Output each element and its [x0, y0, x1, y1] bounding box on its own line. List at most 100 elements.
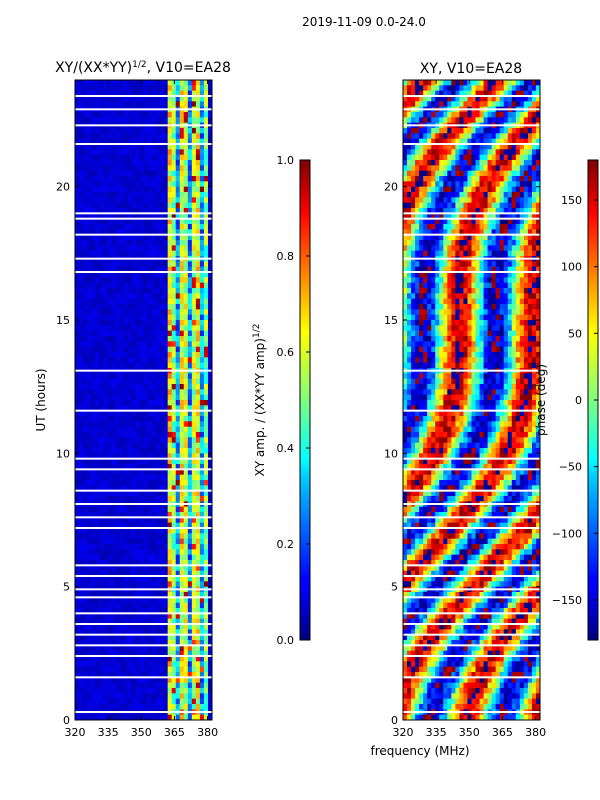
heatmap-cell [79, 218, 84, 225]
heatmap-cell [179, 533, 185, 539]
heatmap-cell [439, 197, 444, 203]
heatmap-cell [107, 410, 112, 417]
heatmap-cell [127, 581, 132, 587]
heatmap-cell [135, 528, 140, 534]
heatmap-cell [175, 282, 181, 289]
heatmap-cell [483, 112, 488, 118]
heatmap-cell [99, 421, 104, 427]
heatmap-cell [179, 490, 185, 497]
heatmap-cell [151, 656, 156, 662]
heatmap-cell [107, 512, 112, 518]
heatmap-cell [139, 213, 144, 219]
heatmap-cell [203, 485, 209, 491]
heatmap-cell [75, 453, 80, 459]
heatmap-cell [479, 154, 484, 161]
heatmap-cell [139, 154, 144, 161]
heatmap-cell [115, 698, 120, 705]
heatmap-cell [147, 208, 152, 214]
heatmap-cell [91, 688, 96, 694]
heatmap-cell [447, 176, 452, 182]
heatmap-cell [155, 261, 160, 267]
heatmap-cell [131, 618, 136, 625]
heatmap-cell [91, 506, 96, 513]
heatmap-cell [115, 448, 120, 454]
heatmap-cell [471, 101, 476, 107]
heatmap-cell [175, 634, 181, 641]
heatmap-cell [139, 266, 144, 273]
heatmap-cell [155, 512, 160, 518]
heatmap-cell [171, 277, 177, 283]
heatmap-cell [167, 581, 173, 587]
heatmap-cell [87, 224, 92, 230]
heatmap-cell [191, 666, 197, 673]
heatmap-cell [167, 533, 173, 539]
heatmap-cell [171, 133, 177, 139]
heatmap-cell [455, 80, 460, 86]
heatmap-cell [523, 192, 529, 198]
heatmap-cell [83, 144, 88, 150]
heatmap-cell [187, 85, 193, 91]
heatmap-cell [95, 298, 100, 305]
data-gap [75, 233, 212, 236]
heatmap-cell [187, 656, 193, 662]
heatmap-cell [199, 96, 205, 102]
heatmap-cell [115, 272, 120, 278]
heatmap-cell [179, 714, 185, 721]
heatmap-cell [435, 170, 440, 177]
heatmap-cell [427, 133, 432, 139]
heatmap-cell [91, 656, 96, 662]
heatmap-cell [155, 192, 160, 198]
heatmap-cell [511, 144, 517, 150]
heatmap-cell [179, 229, 185, 235]
heatmap-cell [203, 474, 209, 481]
heatmap-cell [83, 288, 88, 294]
heatmap-cell [83, 320, 88, 326]
heatmap-cell [207, 704, 213, 710]
heatmap-cell [111, 213, 116, 219]
heatmap-cell [75, 389, 80, 395]
heatmap-cell [79, 645, 84, 651]
heatmap-cell [503, 197, 509, 203]
heatmap-cell [79, 112, 84, 118]
heatmap-cell [151, 346, 156, 353]
heatmap-cell [163, 592, 168, 598]
heatmap-cell [207, 288, 213, 294]
heatmap-cell [495, 192, 501, 198]
heatmap-cell [411, 197, 416, 203]
heatmap-cell [475, 138, 480, 145]
heatmap-cell [87, 373, 92, 379]
heatmap-cell [463, 197, 468, 203]
heatmap-cell [103, 261, 108, 267]
heatmap-cell [535, 85, 541, 91]
heatmap-cell [147, 490, 152, 497]
heatmap-cell [115, 138, 120, 145]
heatmap-cell [415, 128, 420, 134]
heatmap-cell [155, 218, 160, 225]
heatmap-cell [531, 128, 537, 134]
heatmap-cell [191, 112, 197, 118]
heatmap-cell [171, 229, 177, 235]
heatmap-cell [203, 592, 209, 598]
heatmap-cell [175, 128, 181, 134]
heatmap-cell [83, 352, 88, 358]
heatmap-cell [203, 288, 209, 294]
heatmap-cell [175, 261, 181, 267]
heatmap-cell [79, 560, 84, 566]
heatmap-cell [167, 629, 173, 635]
heatmap-cell [171, 485, 177, 491]
heatmap-cell [503, 144, 509, 150]
heatmap-cell [159, 554, 164, 561]
heatmap-cell [115, 288, 120, 294]
heatmap-cell [91, 426, 96, 433]
heatmap-cell [127, 304, 132, 310]
heatmap-cell [99, 320, 104, 326]
heatmap-cell [115, 186, 120, 193]
heatmap-cell [435, 112, 440, 118]
heatmap-cell [119, 469, 124, 475]
heatmap-cell [191, 101, 197, 107]
heatmap-cell [495, 165, 501, 171]
heatmap-cell [131, 437, 136, 443]
heatmap-cell [131, 405, 136, 411]
heatmap-cell [139, 272, 144, 278]
heatmap-cell [203, 650, 209, 657]
